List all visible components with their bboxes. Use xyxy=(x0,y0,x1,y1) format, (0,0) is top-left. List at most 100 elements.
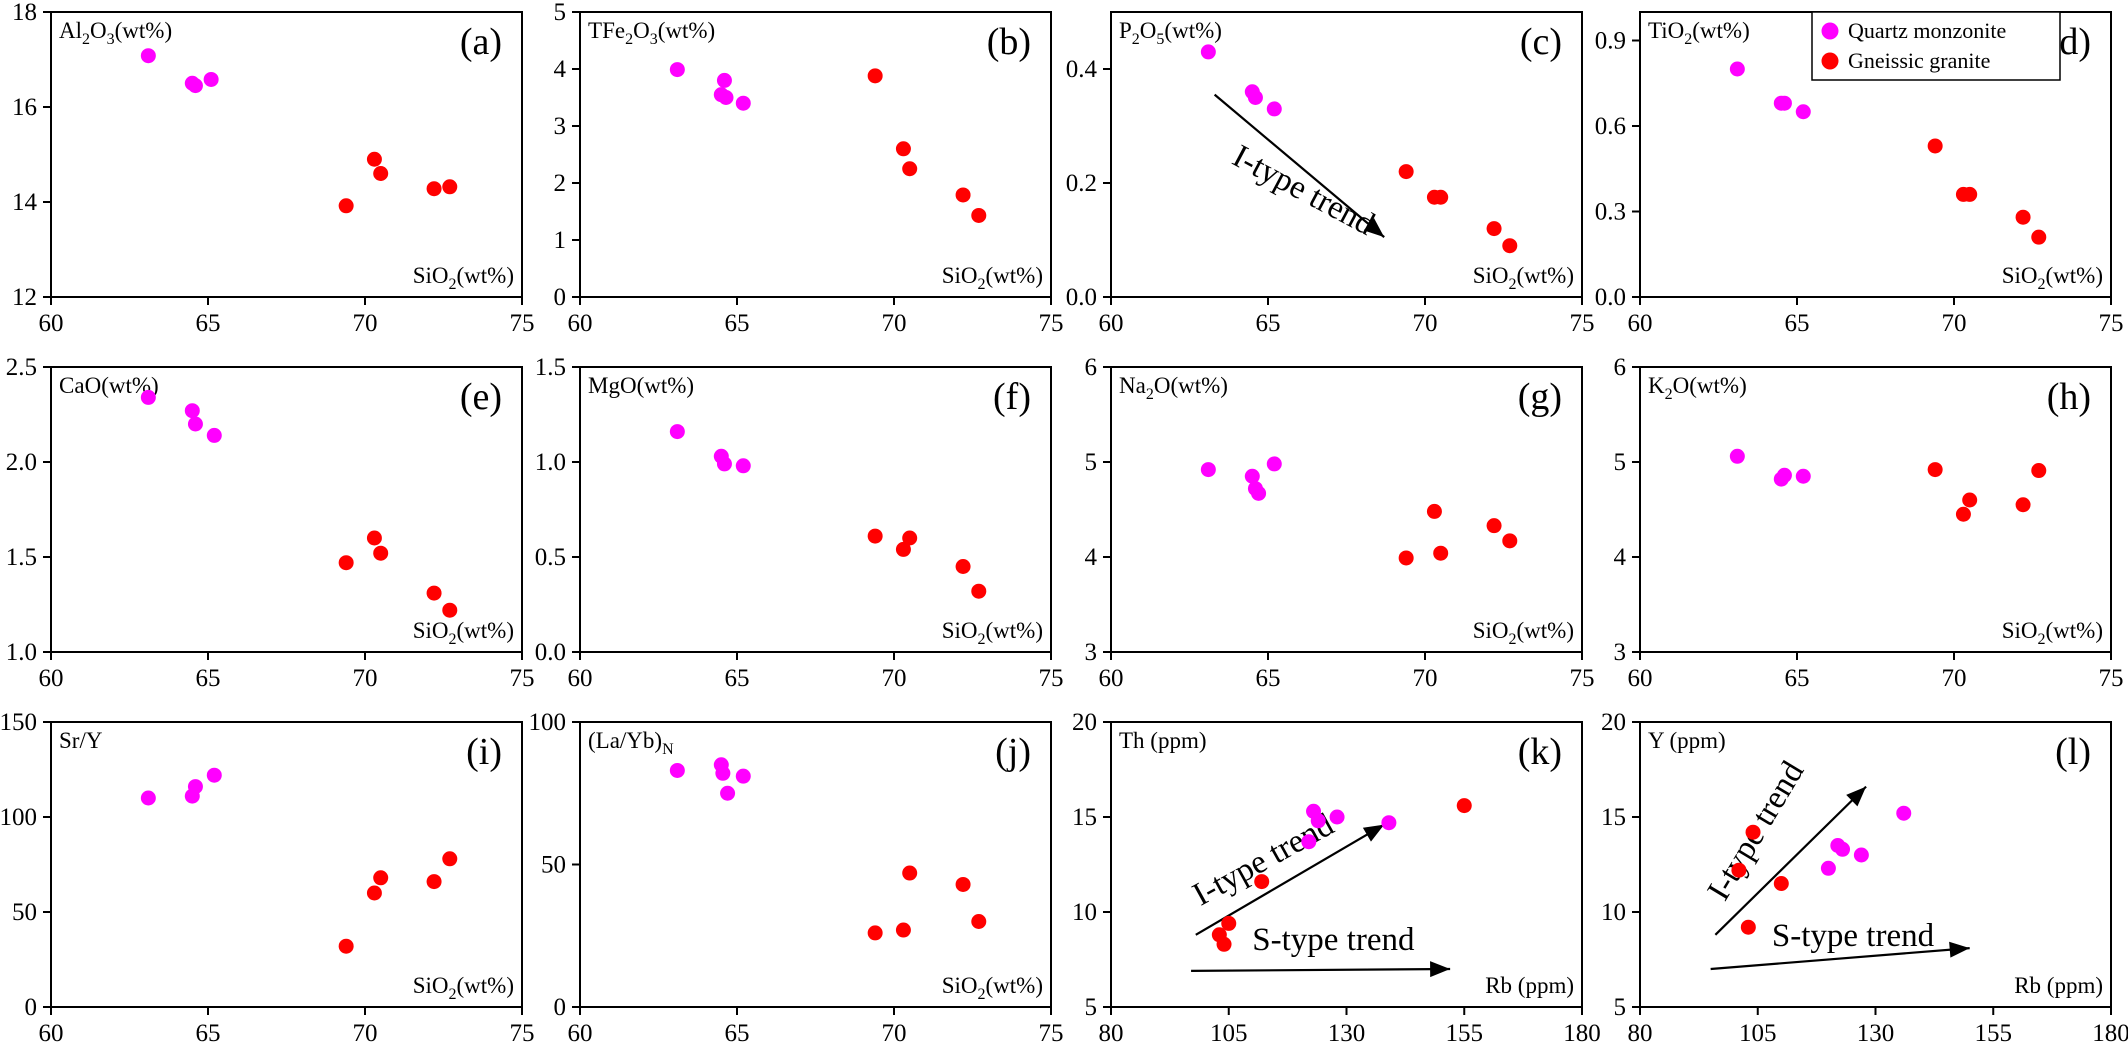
x-tick-label: 75 xyxy=(1570,665,1595,692)
y-tick-label: 1.0 xyxy=(535,449,566,476)
data-point xyxy=(716,72,732,88)
trend-arrow-line xyxy=(1191,967,1451,972)
y-axis-label: K2O(wt%) xyxy=(1648,373,1747,403)
x-tick-label: 70 xyxy=(1413,665,1438,692)
legend-label-gneissic-granite: Gneissic granite xyxy=(1848,48,1990,73)
panel-tag: (l) xyxy=(2055,731,2091,773)
data-point xyxy=(902,530,918,546)
panel-a: 60 65 70 75 12 14 16 18 Al2O3(wt%) SiO2(wt%) (a) xyxy=(12,0,535,337)
data-point xyxy=(1795,468,1811,484)
legend-marker-gneissic-granite xyxy=(1821,52,1839,70)
data-point xyxy=(735,95,751,111)
series-gneissic-granite xyxy=(338,151,458,214)
y-axis-label: Y (ppm) xyxy=(1648,728,1726,753)
x-tick-label: 130 xyxy=(1857,1020,1895,1047)
y-tick-label: 50 xyxy=(541,852,566,879)
x-tick-label: 180 xyxy=(2092,1020,2128,1047)
data-point xyxy=(140,389,156,405)
y-tick-label: 18 xyxy=(12,0,37,26)
y-tick-label: 1.0 xyxy=(6,639,37,666)
data-point xyxy=(720,785,736,801)
data-point xyxy=(1329,809,1345,825)
panel-k: 80 105 130 155 180 5 10 15 20 Th (ppm) Rb (ppm) (k)… xyxy=(1072,709,1601,1047)
y-tick-label: 5 xyxy=(1614,449,1627,476)
data-point xyxy=(1221,915,1237,931)
data-point xyxy=(442,851,458,867)
y-tick-label: 1 xyxy=(554,227,567,254)
trend-arrow-line xyxy=(1714,785,1867,936)
data-point xyxy=(187,78,203,94)
y-tick-label: 1.5 xyxy=(6,544,37,571)
y-tick-label: 10 xyxy=(1072,899,1097,926)
data-point xyxy=(1310,813,1326,829)
series-quartz-monzonite xyxy=(1729,448,1811,487)
series-gneissic-granite xyxy=(1398,503,1518,566)
data-point xyxy=(955,876,971,892)
data-point xyxy=(1729,448,1745,464)
x-tick-label: 65 xyxy=(725,665,750,692)
data-point xyxy=(669,762,685,778)
data-point xyxy=(1266,456,1282,472)
y-tick-label: 0.0 xyxy=(1066,284,1097,311)
data-point xyxy=(442,179,458,195)
data-point xyxy=(902,865,918,881)
y-tick-label: 2.0 xyxy=(6,449,37,476)
y-tick-label: 3 xyxy=(1614,639,1627,666)
data-point xyxy=(1776,95,1792,111)
plot-frame xyxy=(1639,366,2112,653)
panel-tag: (c) xyxy=(1520,21,1562,63)
trend-arrow-head xyxy=(1362,824,1385,842)
data-point xyxy=(426,874,442,890)
x-tick-label: 130 xyxy=(1328,1020,1366,1047)
data-point xyxy=(1216,936,1232,952)
data-point xyxy=(1247,90,1263,105)
x-axis-label: SiO2(wt%) xyxy=(1473,263,1574,293)
y-tick-label: 0.3 xyxy=(1595,199,1626,226)
x-tick-label: 75 xyxy=(2099,310,2124,337)
data-point xyxy=(338,198,354,214)
x-axis-label: SiO2(wt%) xyxy=(413,263,514,293)
data-point xyxy=(716,456,732,472)
series-gneissic-granite xyxy=(1731,824,1789,935)
plot-frame xyxy=(1639,721,2112,1008)
series-gneissic-granite xyxy=(1211,798,1472,952)
x-axis-label: SiO2(wt%) xyxy=(1473,618,1574,648)
trend-arrow-line xyxy=(1213,93,1385,238)
data-point xyxy=(895,141,911,157)
x-tick-label: 65 xyxy=(1785,665,1810,692)
data-point xyxy=(442,602,458,618)
x-tick-label: 70 xyxy=(1942,665,1967,692)
panel-tag: (a) xyxy=(460,21,502,63)
x-axis-label: SiO2(wt%) xyxy=(413,618,514,648)
data-point xyxy=(2031,229,2047,245)
y-tick-label: 4 xyxy=(554,56,567,83)
data-point xyxy=(1200,462,1216,478)
y-tick-label: 15 xyxy=(1072,804,1097,831)
data-point xyxy=(2015,209,2031,225)
data-point xyxy=(1962,492,1978,508)
data-point xyxy=(1200,44,1216,60)
panel-tag: (b) xyxy=(987,21,1031,63)
x-tick-label: 60 xyxy=(1628,665,1653,692)
x-tick-label: 65 xyxy=(725,310,750,337)
y-tick-label: 14 xyxy=(12,189,38,216)
y-tick-label: 100 xyxy=(529,709,567,736)
data-point xyxy=(955,187,971,203)
y-tick-label: 15 xyxy=(1601,804,1626,831)
data-point xyxy=(1776,467,1792,483)
x-tick-label: 60 xyxy=(39,310,64,337)
trend-arrow-head xyxy=(1363,218,1385,238)
data-point xyxy=(366,885,382,901)
y-tick-label: 1.5 xyxy=(535,354,566,381)
data-point xyxy=(1740,919,1756,935)
x-tick-label: 105 xyxy=(1739,1020,1777,1047)
trend-arrow-line xyxy=(1710,947,1970,971)
data-point xyxy=(1731,862,1747,878)
series-gneissic-granite xyxy=(867,865,987,941)
data-point xyxy=(2031,463,2047,479)
plot-frame xyxy=(579,721,1052,1008)
data-point xyxy=(971,207,987,223)
data-point xyxy=(1745,824,1761,840)
x-axis-label: SiO2(wt%) xyxy=(942,263,1043,293)
